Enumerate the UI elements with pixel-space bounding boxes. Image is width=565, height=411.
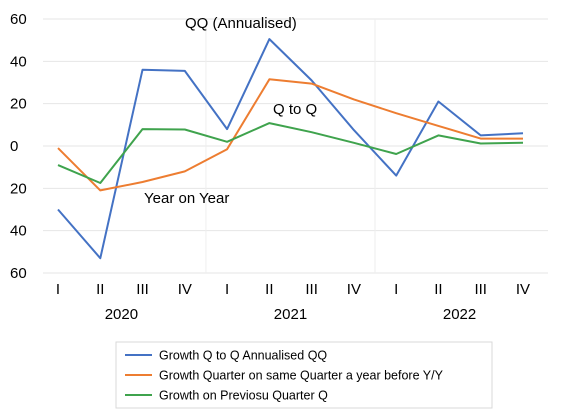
x-tick-label: III — [136, 281, 149, 298]
legend: Growth Q to Q Annualised QQ Growth Quarte… — [115, 341, 493, 409]
y-tick-label: 20 — [10, 96, 27, 113]
gridlines — [43, 18, 548, 274]
y-tick-label: 0 — [10, 138, 18, 155]
x-tick-label: II — [265, 281, 273, 298]
x-tick-label: I — [225, 281, 229, 298]
legend-label: Growth Q to Q Annualised QQ — [159, 349, 327, 363]
year-label: 2020 — [105, 306, 138, 323]
y-tick-label: 60 — [10, 265, 27, 282]
annotation-qq-annualised: QQ (Annualised) — [185, 15, 297, 32]
year-label: 2021 — [274, 306, 307, 323]
x-tick-label: IV — [516, 281, 530, 298]
legend-items: Growth Q to Q Annualised QQ Growth Quarte… — [125, 349, 444, 403]
series-line — [57, 38, 524, 260]
x-tick-label: I — [56, 281, 60, 298]
series-line — [57, 78, 523, 192]
x-axis-year-labels: 2020 2021 2022 — [105, 306, 477, 323]
x-tick-label: I — [394, 281, 398, 298]
x-tick-label: III — [305, 281, 318, 298]
y-tick-label: 40 — [10, 53, 27, 70]
annotation-year-on-year: Year on Year — [144, 190, 229, 207]
year-label: 2022 — [443, 306, 476, 323]
y-tick-label: 20 — [10, 180, 27, 197]
legend-label: Growth Quarter on same Quarter a year be… — [159, 369, 444, 383]
legend-box — [115, 341, 493, 409]
annotation-q-to-q: Q to Q — [273, 101, 317, 118]
x-tick-label: IV — [347, 281, 361, 298]
x-axis-quarter-labels: I II III IV I II III IV I II III IV — [56, 281, 530, 298]
x-tick-label: III — [474, 281, 487, 298]
x-tick-label: II — [96, 281, 104, 298]
series-lines — [57, 38, 524, 260]
series-line — [57, 122, 524, 184]
legend-label: Growth on Previosu Quarter Q — [159, 389, 328, 403]
x-tick-label: II — [434, 281, 442, 298]
y-tick-label: 40 — [10, 223, 27, 240]
x-tick-label: IV — [178, 281, 192, 298]
y-tick-label: 60 — [10, 11, 27, 28]
y-axis-tick-labels: 60 40 20 0 20 40 60 — [10, 11, 27, 282]
